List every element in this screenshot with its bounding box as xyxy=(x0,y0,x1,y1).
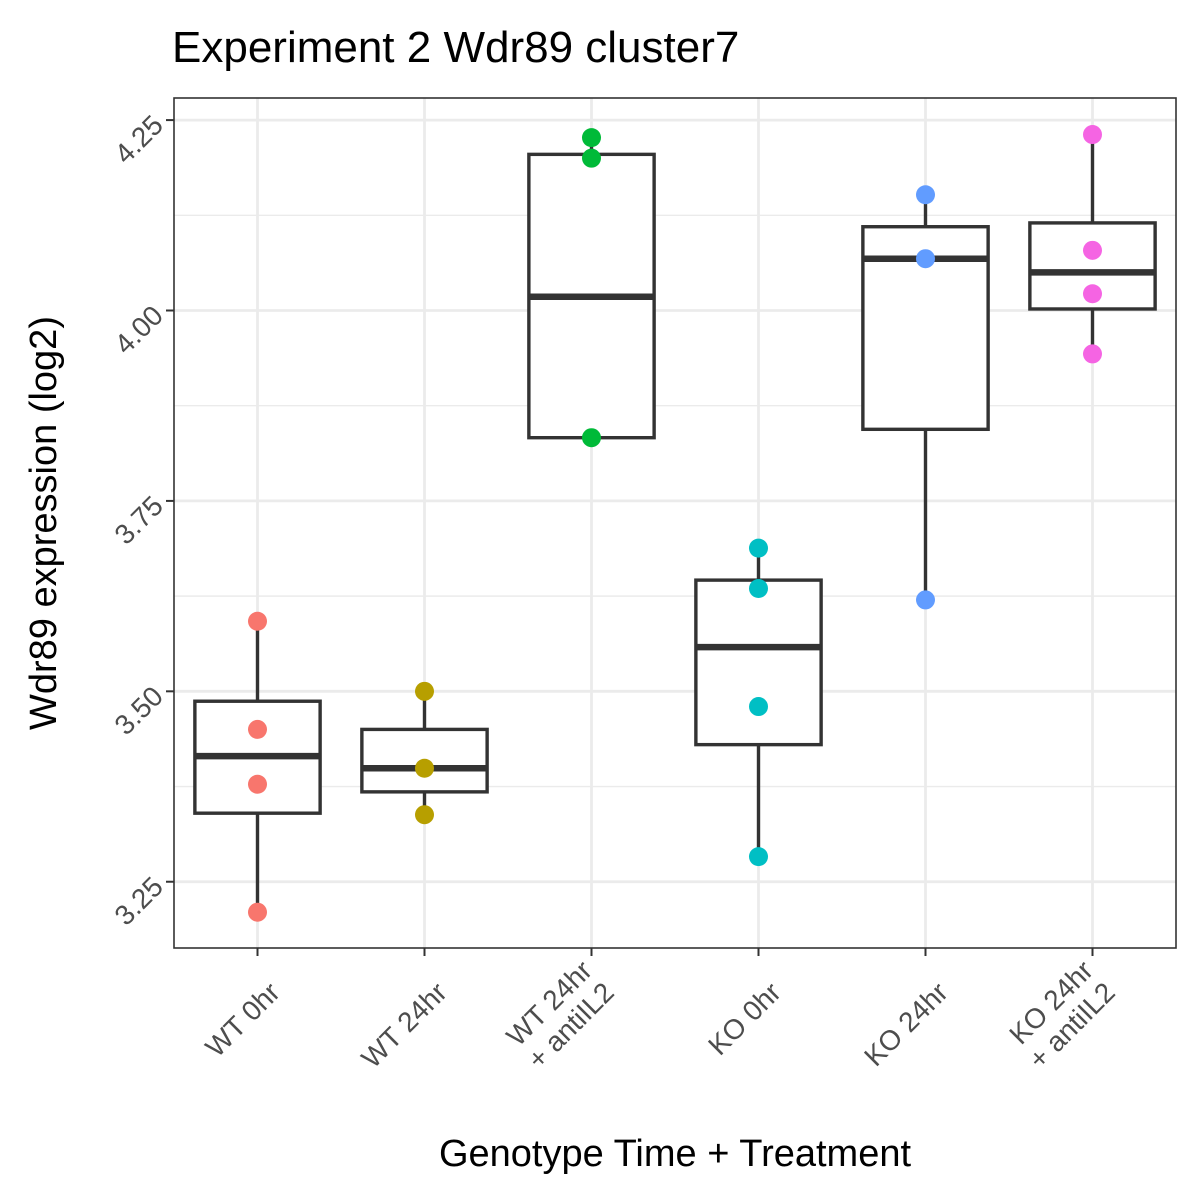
x-tick-label: KO 24hr xyxy=(858,976,954,1072)
data-point xyxy=(749,538,768,558)
x-tick-label-line: WT 24hr xyxy=(355,976,452,1073)
x-tick-label-line: KO 24hr xyxy=(858,976,954,1072)
data-point xyxy=(749,579,768,599)
x-tick-label: KO 0hr xyxy=(702,976,787,1061)
data-point xyxy=(582,148,601,168)
data-point xyxy=(248,611,267,631)
data-point xyxy=(415,758,434,778)
data-point xyxy=(916,185,935,205)
boxplots xyxy=(193,134,1157,913)
y-tick-label: 3.25 xyxy=(109,871,169,931)
y-axis-title: Wdr89 expression (log2) xyxy=(23,316,65,730)
data-point xyxy=(749,697,768,717)
boxplot xyxy=(193,621,322,913)
x-tick-label-line: KO 0hr xyxy=(702,976,787,1061)
data-point xyxy=(1083,284,1102,304)
data-point xyxy=(1083,240,1102,260)
data-point xyxy=(415,681,434,701)
x-tick-label: WT 24hr xyxy=(355,976,452,1073)
boxplot xyxy=(694,548,823,857)
grid xyxy=(174,98,1176,948)
boxplot xyxy=(360,691,489,815)
data-point xyxy=(582,428,601,448)
panel-background xyxy=(174,98,1176,948)
data-point xyxy=(415,805,434,825)
data-point xyxy=(248,774,267,794)
y-tick-label: 4.25 xyxy=(109,109,169,169)
x-tick-label: KO 24hr+ antiIL2 xyxy=(1001,955,1121,1075)
x-tick-label: WT 0hr xyxy=(199,976,285,1062)
boxplot xyxy=(527,137,656,440)
data-point xyxy=(916,249,935,269)
y-tick-label: 3.75 xyxy=(109,490,169,550)
y-tick-label: 3.50 xyxy=(109,680,169,740)
data-point xyxy=(248,719,267,739)
data-point xyxy=(1083,125,1102,145)
x-tick-label-line: WT 0hr xyxy=(199,976,285,1062)
data-point xyxy=(916,590,935,610)
data-points xyxy=(248,125,1102,922)
data-point xyxy=(248,902,267,922)
x-axis: WT 0hr WT 24hr WT 24hr+ antiIL2 KO 0hr KO 24… xyxy=(199,948,1121,1075)
y-tick-label: 4.00 xyxy=(109,300,169,360)
panel-border xyxy=(173,97,1177,949)
data-point xyxy=(749,847,768,867)
box xyxy=(694,578,823,747)
data-point xyxy=(1083,344,1102,364)
x-tick-label: WT 24hr+ antiIL2 xyxy=(500,955,620,1075)
x-axis-title: Genotype Time + Treatment xyxy=(439,1133,912,1175)
y-axis: 3.25 3.50 3.75 4.00 4.25 xyxy=(109,109,174,931)
data-point xyxy=(582,128,601,148)
chart-title: Experiment 2 Wdr89 cluster7 xyxy=(172,23,739,72)
